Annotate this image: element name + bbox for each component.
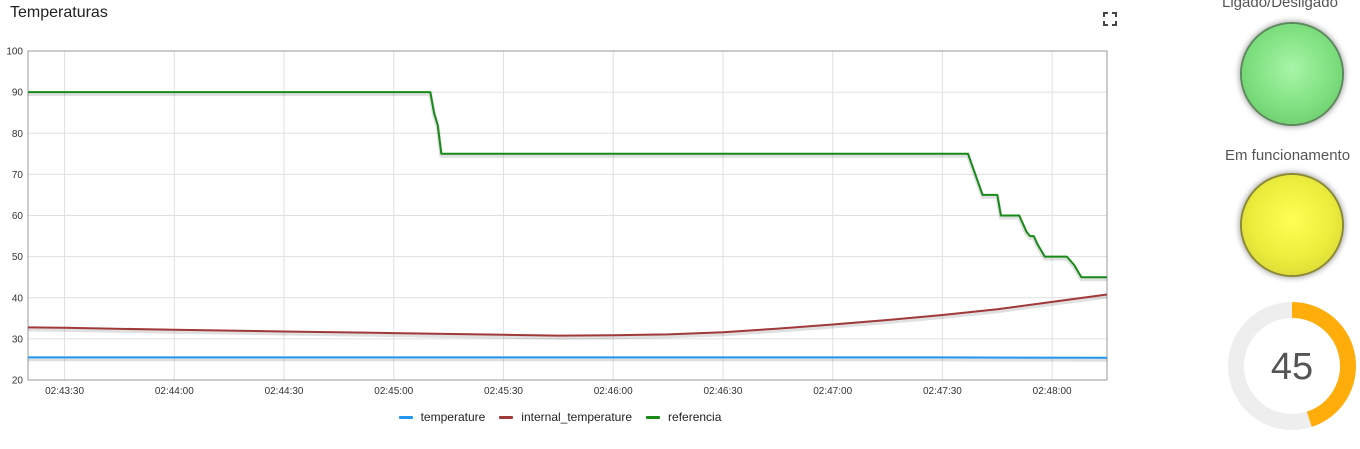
x-tick-label: 02:44:00 <box>155 386 194 397</box>
x-tick-label: 02:47:30 <box>923 386 962 397</box>
legend-item-temperature[interactable]: temperature <box>398 410 486 424</box>
legend-label: temperature <box>420 410 486 424</box>
legend-label: referencia <box>668 410 722 424</box>
legend-item-internal-temperature[interactable]: internal_temperature <box>499 410 632 424</box>
legend-swatch <box>499 415 514 419</box>
plot-border <box>27 50 1108 381</box>
x-tick-label: 02:44:30 <box>265 386 304 397</box>
y-tick-label: 90 <box>12 88 24 99</box>
y-tick-label: 60 <box>12 211 24 222</box>
chart-title: Temperaturas <box>10 4 108 21</box>
y-tick-label: 20 <box>12 376 24 387</box>
status-lamp-on-off <box>1242 24 1342 124</box>
fullscreen-icon[interactable] <box>1103 12 1117 26</box>
series-line-internal_temperature <box>27 293 1108 337</box>
series-line-referencia <box>28 91 1107 279</box>
line-chart: 20 30 40 50 60 70 80 90 100 02:43:30 02:44:00 02:44… <box>6 47 1108 397</box>
x-tick-label: 02:43:30 <box>45 386 84 397</box>
status-lamp-running <box>1242 175 1342 275</box>
gauge-value: 45 <box>1271 346 1313 388</box>
lamp-running-title: Em funcionamento <box>1225 147 1351 164</box>
gauge-fill <box>1291 302 1356 427</box>
legend-item-referencia[interactable]: referencia <box>646 410 721 424</box>
x-tick-label: 02:47:00 <box>813 386 852 397</box>
legend-swatch <box>646 415 661 419</box>
legend-swatch <box>398 415 413 419</box>
value-gauge: 45 <box>1228 302 1356 430</box>
x-tick-label: 02:46:00 <box>594 386 633 397</box>
legend-label: internal_temperature <box>521 410 633 424</box>
x-tick-label: 02:45:30 <box>484 386 523 397</box>
y-tick-label: 30 <box>12 334 24 345</box>
y-tick-label: 70 <box>12 170 24 181</box>
x-tick-label: 02:48:00 <box>1033 386 1072 397</box>
chart-legend: temperature internal_temperature referen… <box>0 410 1120 424</box>
series-shadow <box>27 294 1108 340</box>
lamp-on-off-title: Ligado/Desligado <box>1222 0 1338 11</box>
x-tick-label: 02:46:30 <box>703 386 742 397</box>
y-tick-label: 100 <box>6 47 23 58</box>
y-tick-label: 80 <box>12 129 24 140</box>
y-tick-label: 50 <box>12 252 24 263</box>
x-tick-label: 02:45:00 <box>374 386 413 397</box>
y-tick-label: 40 <box>12 293 24 304</box>
